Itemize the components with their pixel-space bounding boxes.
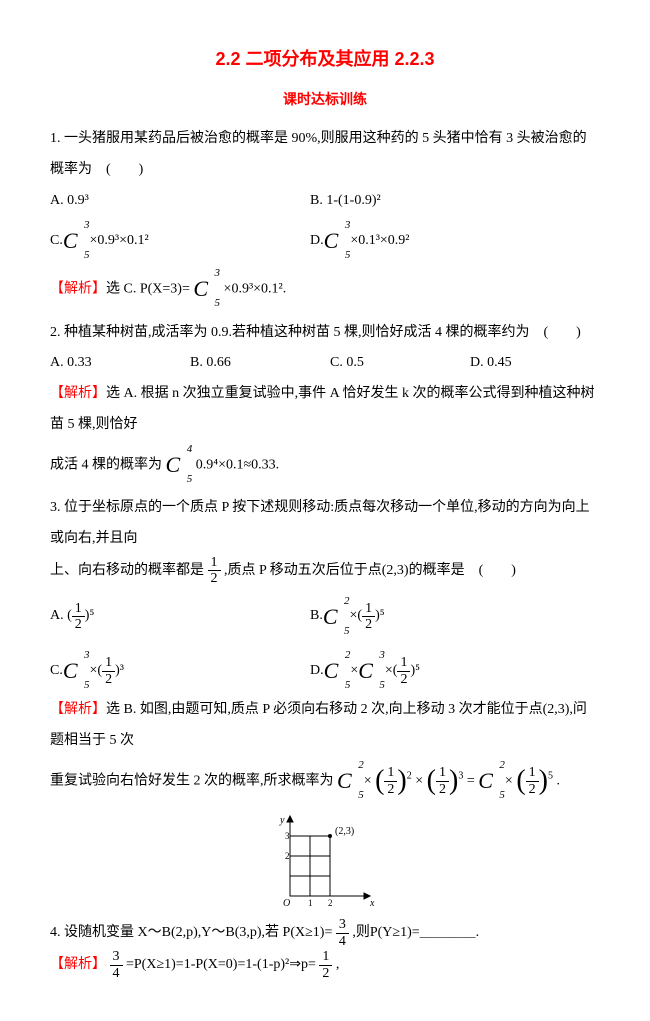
comb-c53: C35 <box>63 217 90 265</box>
question-1: 1. 一头猪服用某药品后被治愈的概率是 90%,则服用这种药的 5 头猪中恰有 … <box>50 124 600 313</box>
paren-half-sq: (12)2 <box>375 765 412 797</box>
q3-dot: . <box>556 773 560 788</box>
comb-c54: C45 <box>166 441 193 489</box>
q2-analysis-line2: 成活 4 棵的概率为 C45 0.9⁴×0.1≈0.33. <box>50 441 600 489</box>
q3-optD-pre: D. <box>310 656 324 687</box>
frac-threeq: 34 <box>336 917 349 949</box>
svg-text:1: 1 <box>308 898 313 908</box>
svg-text:3: 3 <box>285 831 290 841</box>
question-3: 3. 位于坐标原点的一个质点 P 按下述规则移动:质点每次移动一个单位,移动的方… <box>50 493 600 911</box>
graph-y-label: y <box>279 815 285 826</box>
svg-text:2: 2 <box>285 851 290 861</box>
frac-half-d: 12 <box>397 655 410 687</box>
q3-optD-post: )⁵ <box>410 656 420 687</box>
analysis-label: 【解析】 <box>50 702 106 717</box>
q1-optC: C. C35 ×0.9³×0.1² <box>50 217 270 265</box>
comb-c53-c: C35 <box>63 647 90 695</box>
q3-text2: 上、向右移动的概率都是 12 ,质点 P 移动五次后位于点(2,3)的概率是 (… <box>50 555 600 587</box>
frac-threeq-2: 34 <box>110 949 123 981</box>
q2-optB: B. 0.66 <box>190 348 290 379</box>
q4-text-post: ,则P(Y≥1)=＿＿＿＿. <box>352 926 479 941</box>
q3-analysis-t1: 选 B. 如图,由题可知,质点 P 必须向右移动 2 次,向上移动 3 次才能位… <box>50 702 587 748</box>
question-4: 4. 设随机变量 X～B(2,p),Y～B(3,p),若 P(X≥1)= 34 … <box>50 917 600 981</box>
q1-options-2: C. C35 ×0.9³×0.1² D. C35 ×0.1³×0.9² <box>50 217 600 265</box>
q3-optD: D. C25 × C35 ×( 12 )⁵ <box>310 647 420 695</box>
q1-analysis-text: 选 C. P(X=3)= <box>106 282 190 297</box>
q1-optD-pre: D. <box>310 226 324 257</box>
q3-analysis-line1: 【解析】选 B. 如图,由题可知,质点 P 必须向右移动 2 次,向上移动 3 … <box>50 695 600 757</box>
q2-text: 2. 种植某种树苗,成活率为 0.9.若种植这种树苗 5 棵,则恰好成活 4 棵… <box>50 318 600 349</box>
q3-optB-post: )⁵ <box>375 601 385 632</box>
coordinate-grid: (2,3) O x y 2 3 1 2 <box>270 811 380 911</box>
q3-optB: B. C25 ×( 12 )⁵ <box>310 593 385 641</box>
q1-optD: D. C35 ×0.1³×0.9² <box>310 217 410 265</box>
q4-text: 4. 设随机变量 X～B(2,p),Y～B(3,p),若 P(X≥1)= 34 … <box>50 917 600 949</box>
q2-analysis-t1: 选 A. 根据 n 次独立重复试验中,事件 A 恰好发生 k 次的概率公式得到种… <box>50 386 594 432</box>
frac-half-a: 12 <box>72 601 85 633</box>
q1-optC-post: ×0.9³×0.1² <box>90 226 149 257</box>
paren-half-cb: (12)3 <box>427 765 464 797</box>
comb-c53-d2: C35 <box>358 647 385 695</box>
comb-c52-eq2: C25 <box>478 757 505 805</box>
q3-text2-pre: 上、向右移动的概率都是 <box>50 563 204 578</box>
q3-optD-mid2: ×( <box>385 656 398 687</box>
q3-optB-mid: ×( <box>350 601 363 632</box>
q3-analysis-t2: 重复试验向右恰好发生 2 次的概率,所求概率为 <box>50 773 334 788</box>
q1-analysis: 【解析】选 C. P(X=3)= C35 ×0.9³×0.1². <box>50 265 600 313</box>
q1-analysis-post: ×0.9³×0.1². <box>224 282 287 297</box>
q3-optA-post: )⁵ <box>85 601 95 632</box>
paren-half-5: (12)5 <box>516 765 553 797</box>
q4-analysis-mid: =P(X≥1)=1-P(X=0)=1-(1-p)²⇒p= <box>126 957 316 972</box>
q3-text1: 3. 位于坐标原点的一个质点 P 按下述规则移动:质点每次移动一个单位,移动的方… <box>50 493 600 555</box>
q2-analysis-pre: 成活 4 棵的概率为 <box>50 457 162 472</box>
q2-optA: A. 0.33 <box>50 348 150 379</box>
q2-analysis-post: 0.9⁴×0.1≈0.33. <box>196 457 279 472</box>
q4-analysis-end: , <box>336 957 340 972</box>
q4-analysis: 【解析】 34 =P(X≥1)=1-P(X=0)=1-(1-p)²⇒p= 12 … <box>50 949 600 981</box>
graph-x-label: x <box>369 898 375 909</box>
q3-options-1: A. ( 12 )⁵ B. C25 ×( 12 )⁵ <box>50 593 600 641</box>
q2-options: A. 0.33 B. 0.66 C. 0.5 D. 0.45 <box>50 348 600 379</box>
q1-text: 1. 一头猪服用某药品后被治愈的概率是 90%,则服用这种药的 5 头猪中恰有 … <box>50 124 600 186</box>
q3-text2-post: ,质点 P 移动五次后位于点(2,3)的概率是 ( ) <box>224 563 516 578</box>
q2-optC: C. 0.5 <box>330 348 430 379</box>
frac-half-c: 12 <box>102 655 115 687</box>
comb-c53-ans: C35 <box>193 265 220 313</box>
comb-c52-b: C25 <box>323 593 350 641</box>
analysis-label: 【解析】 <box>50 282 106 297</box>
q1-optA: A. 0.9³ <box>50 186 270 217</box>
q3-analysis-line2: 重复试验向右恰好发生 2 次的概率,所求概率为 C25× (12)2 × (12… <box>50 757 600 805</box>
comb-c53-d: C35 <box>324 217 351 265</box>
frac-half-p: 12 <box>319 949 332 981</box>
analysis-label: 【解析】 <box>50 957 106 972</box>
q3-optA-pre: A. ( <box>50 601 72 632</box>
q2-analysis-line1: 【解析】选 A. 根据 n 次独立重复试验中,事件 A 恰好发生 k 次的概率公… <box>50 379 600 441</box>
comb-c52-d: C25 <box>324 647 351 695</box>
graph-origin: O <box>283 898 290 909</box>
comb-c52-eq: C25 <box>337 757 364 805</box>
q3-optD-mid1: × <box>350 656 358 687</box>
q1-optC-pre: C. <box>50 226 63 257</box>
q3-optB-pre: B. <box>310 601 323 632</box>
q3-options-2: C. C35 ×( 12 )³ D. C25 × C35 ×( 12 )⁵ <box>50 647 600 695</box>
question-2: 2. 种植某种树苗,成活率为 0.9.若种植这种树苗 5 棵,则恰好成活 4 棵… <box>50 318 600 490</box>
analysis-label: 【解析】 <box>50 386 106 401</box>
q3-optA: A. ( 12 )⁵ <box>50 593 270 641</box>
q1-options: A. 0.9³ B. 1-(1-0.9)² <box>50 186 600 217</box>
q3-optC: C. C35 ×( 12 )³ <box>50 647 270 695</box>
svg-text:2: 2 <box>328 898 333 908</box>
q4-text-pre: 4. 设随机变量 X～B(2,p),Y～B(3,p),若 P(X≥1)= <box>50 926 332 941</box>
q3-optC-mid: ×( <box>90 656 103 687</box>
q2-optD: D. 0.45 <box>470 348 512 379</box>
graph-point-label: (2,3) <box>335 826 354 837</box>
frac-half: 12 <box>208 555 221 587</box>
q3-optC-pre: C. <box>50 656 63 687</box>
frac-half-b: 12 <box>362 601 375 633</box>
page-title: 2.2 二项分布及其应用 2.2.3 <box>50 40 600 80</box>
q3-optC-post: )³ <box>115 656 124 687</box>
page-subtitle: 课时达标训练 <box>50 84 600 115</box>
q3-eq: = <box>467 773 475 788</box>
q1-optD-post: ×0.1³×0.9² <box>350 226 409 257</box>
